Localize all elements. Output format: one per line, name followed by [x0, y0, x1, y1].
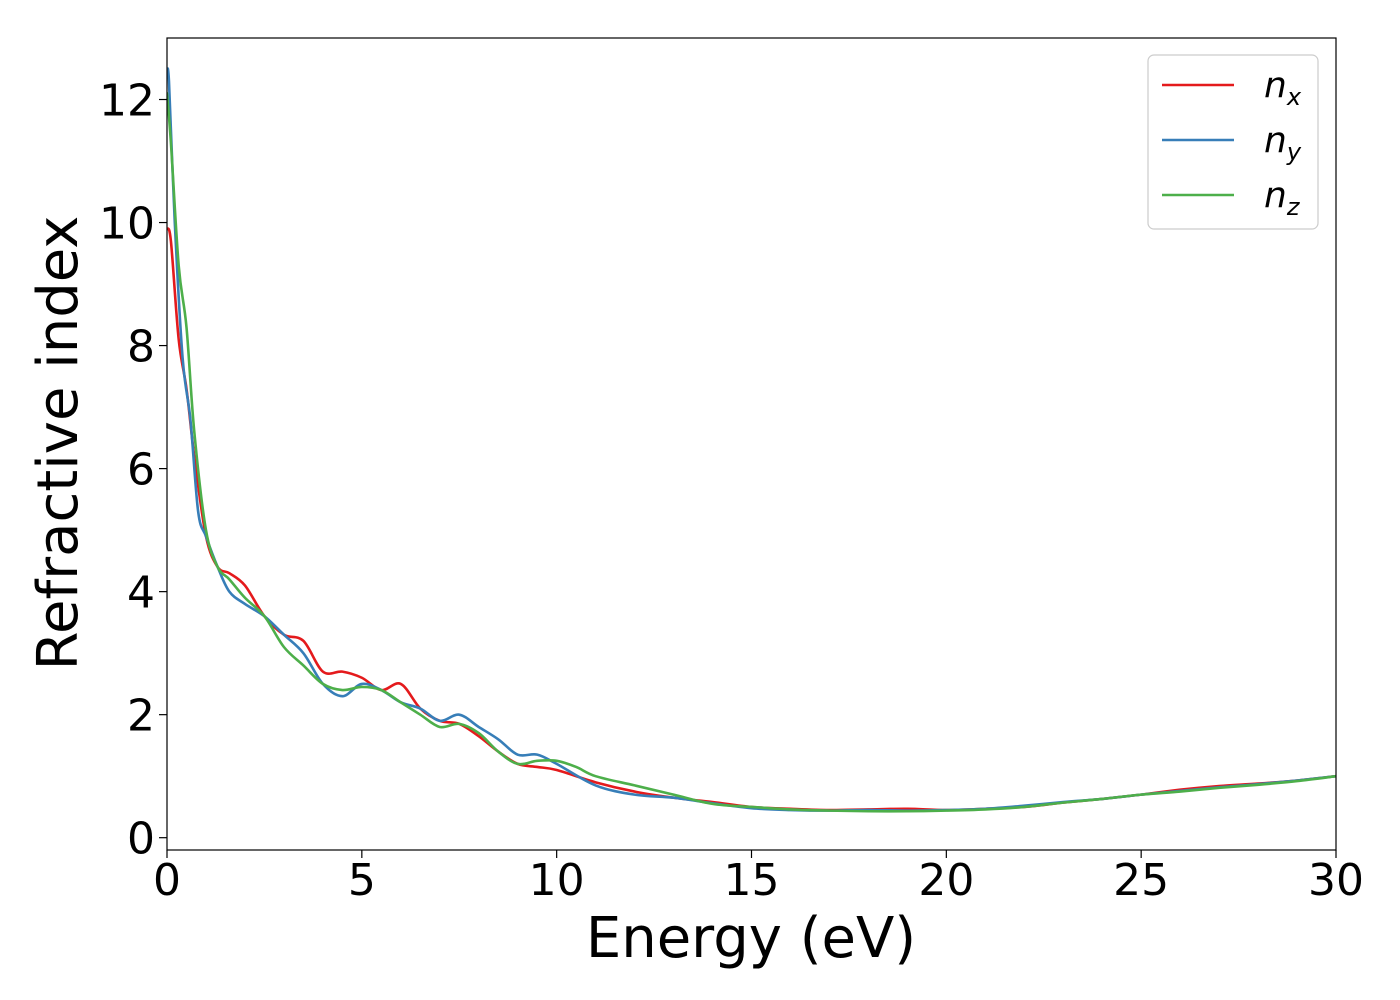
x-tick-label: 25 — [1113, 855, 1169, 906]
x-tick-label: 15 — [724, 855, 780, 906]
x-axis-label: Energy (eV) — [586, 906, 916, 971]
y-tick-label: 8 — [127, 322, 155, 373]
y-axis-label: Refractive index — [26, 216, 91, 671]
x-axis: 0 5 10 15 20 25 30 — [153, 850, 1364, 906]
series-line-nz — [167, 92, 1336, 813]
y-tick-label: 12 — [99, 76, 155, 127]
y-tick-label: 0 — [127, 814, 155, 865]
x-tick-label: 0 — [153, 855, 181, 906]
x-tick-label: 5 — [348, 855, 376, 906]
legend-label-ny: ny — [1264, 120, 1302, 166]
legend-box — [1147, 54, 1319, 230]
legend: nx ny nz — [1147, 54, 1319, 230]
x-tick-label: 20 — [918, 855, 974, 906]
y-tick-label: 2 — [127, 691, 155, 742]
x-tick-label: 10 — [529, 855, 585, 906]
x-tick-label: 30 — [1308, 855, 1364, 906]
legend-label-nz: nz — [1264, 175, 1301, 221]
series-line-nx — [167, 227, 1336, 812]
y-tick-label: 6 — [127, 445, 155, 496]
y-axis: 0 2 4 6 8 10 12 — [99, 76, 167, 865]
y-tick-label: 4 — [127, 568, 155, 619]
y-tick-label: 10 — [99, 199, 155, 250]
series-lines — [167, 67, 1336, 813]
legend-label-nx: nx — [1264, 65, 1302, 111]
